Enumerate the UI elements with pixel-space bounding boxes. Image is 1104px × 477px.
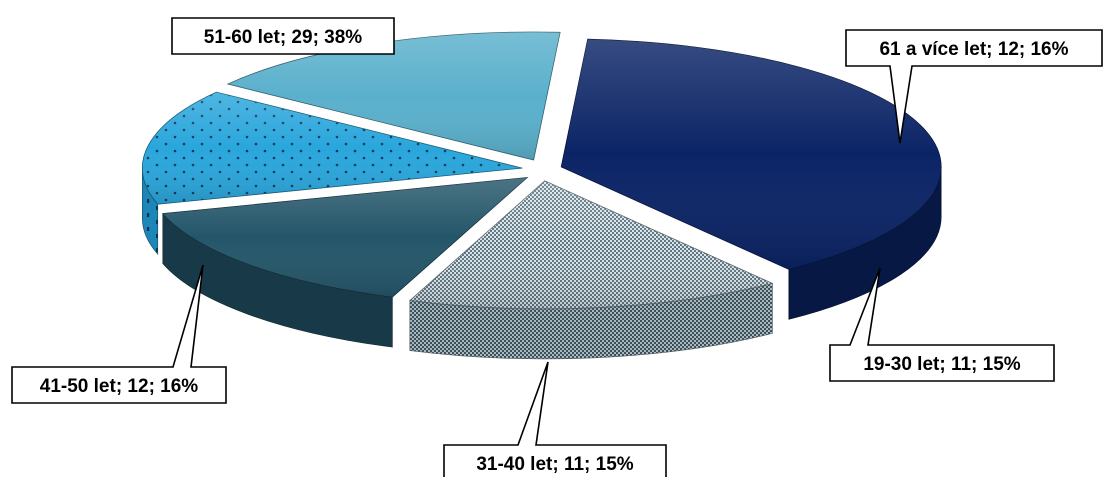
data-label-text: 31-40 let; 11; 15% <box>476 454 633 475</box>
pie-slice-shine-61-a-vice-let <box>409 180 773 309</box>
data-label-text: 61 a více let; 12; 16% <box>879 39 1068 60</box>
data-label-51-60-let: 51-60 let; 29; 38% <box>171 17 395 55</box>
data-label-text: 51-60 let; 29; 38% <box>204 27 363 48</box>
pie-slice-shine-51-60-let <box>561 39 942 270</box>
data-label-callout-box <box>845 29 1103 144</box>
data-label-callout-box <box>11 264 227 404</box>
data-label-text: 41-50 let; 12; 16% <box>40 376 199 397</box>
data-label-text: 19-30 let; 11; 15% <box>863 354 1020 375</box>
data-label-callout-box <box>443 361 667 477</box>
data-label-61-a-vice-let: 61 a více let; 12; 16% <box>845 29 1103 144</box>
data-label-41-50-let: 41-50 let; 12; 16% <box>11 264 227 404</box>
pie-slice-shine-19-30-let <box>162 177 528 298</box>
data-label-callout-box <box>829 267 1055 382</box>
data-label-19-30-let: 19-30 let; 11; 15% <box>829 267 1055 382</box>
data-label-31-40-let: 31-40 let; 11; 15% <box>443 361 667 477</box>
pie-slice-shine-41-50-let <box>227 32 561 161</box>
data-label-callout-box <box>171 17 395 55</box>
pie-slice-shine-31-40-let <box>142 92 523 205</box>
